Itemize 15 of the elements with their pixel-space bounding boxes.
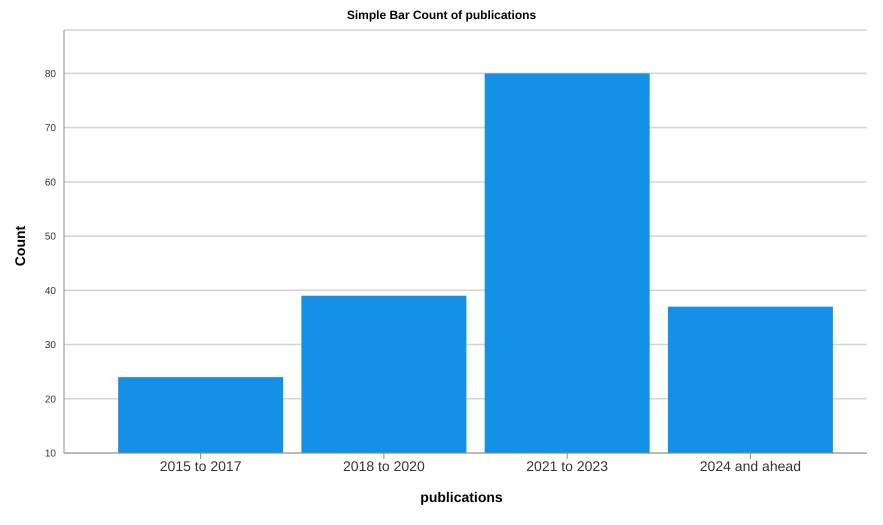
y-tick-label: 40 — [44, 286, 56, 297]
y-tick-label: 50 — [44, 232, 56, 243]
y-tick-label: 60 — [44, 177, 56, 188]
x-tick-label: 2021 to 2023 — [526, 458, 608, 474]
y-tick-label: 70 — [44, 123, 56, 134]
y-tick-label: 20 — [44, 394, 56, 406]
x-tick-label: 2018 to 2020 — [343, 458, 425, 474]
y-tick-label: 30 — [44, 340, 56, 352]
x-tick-label: 2024 and ahead — [700, 458, 801, 474]
y-axis-title: Count — [12, 226, 28, 266]
y-tick-label: 80 — [44, 68, 56, 80]
y-tick-label: 10 — [44, 448, 56, 460]
x-axis-title: publications — [419, 489, 504, 505]
chart-title: Simple Bar Count of publications — [346, 8, 538, 22]
x-tick-label: 2015 to 2017 — [160, 458, 242, 474]
